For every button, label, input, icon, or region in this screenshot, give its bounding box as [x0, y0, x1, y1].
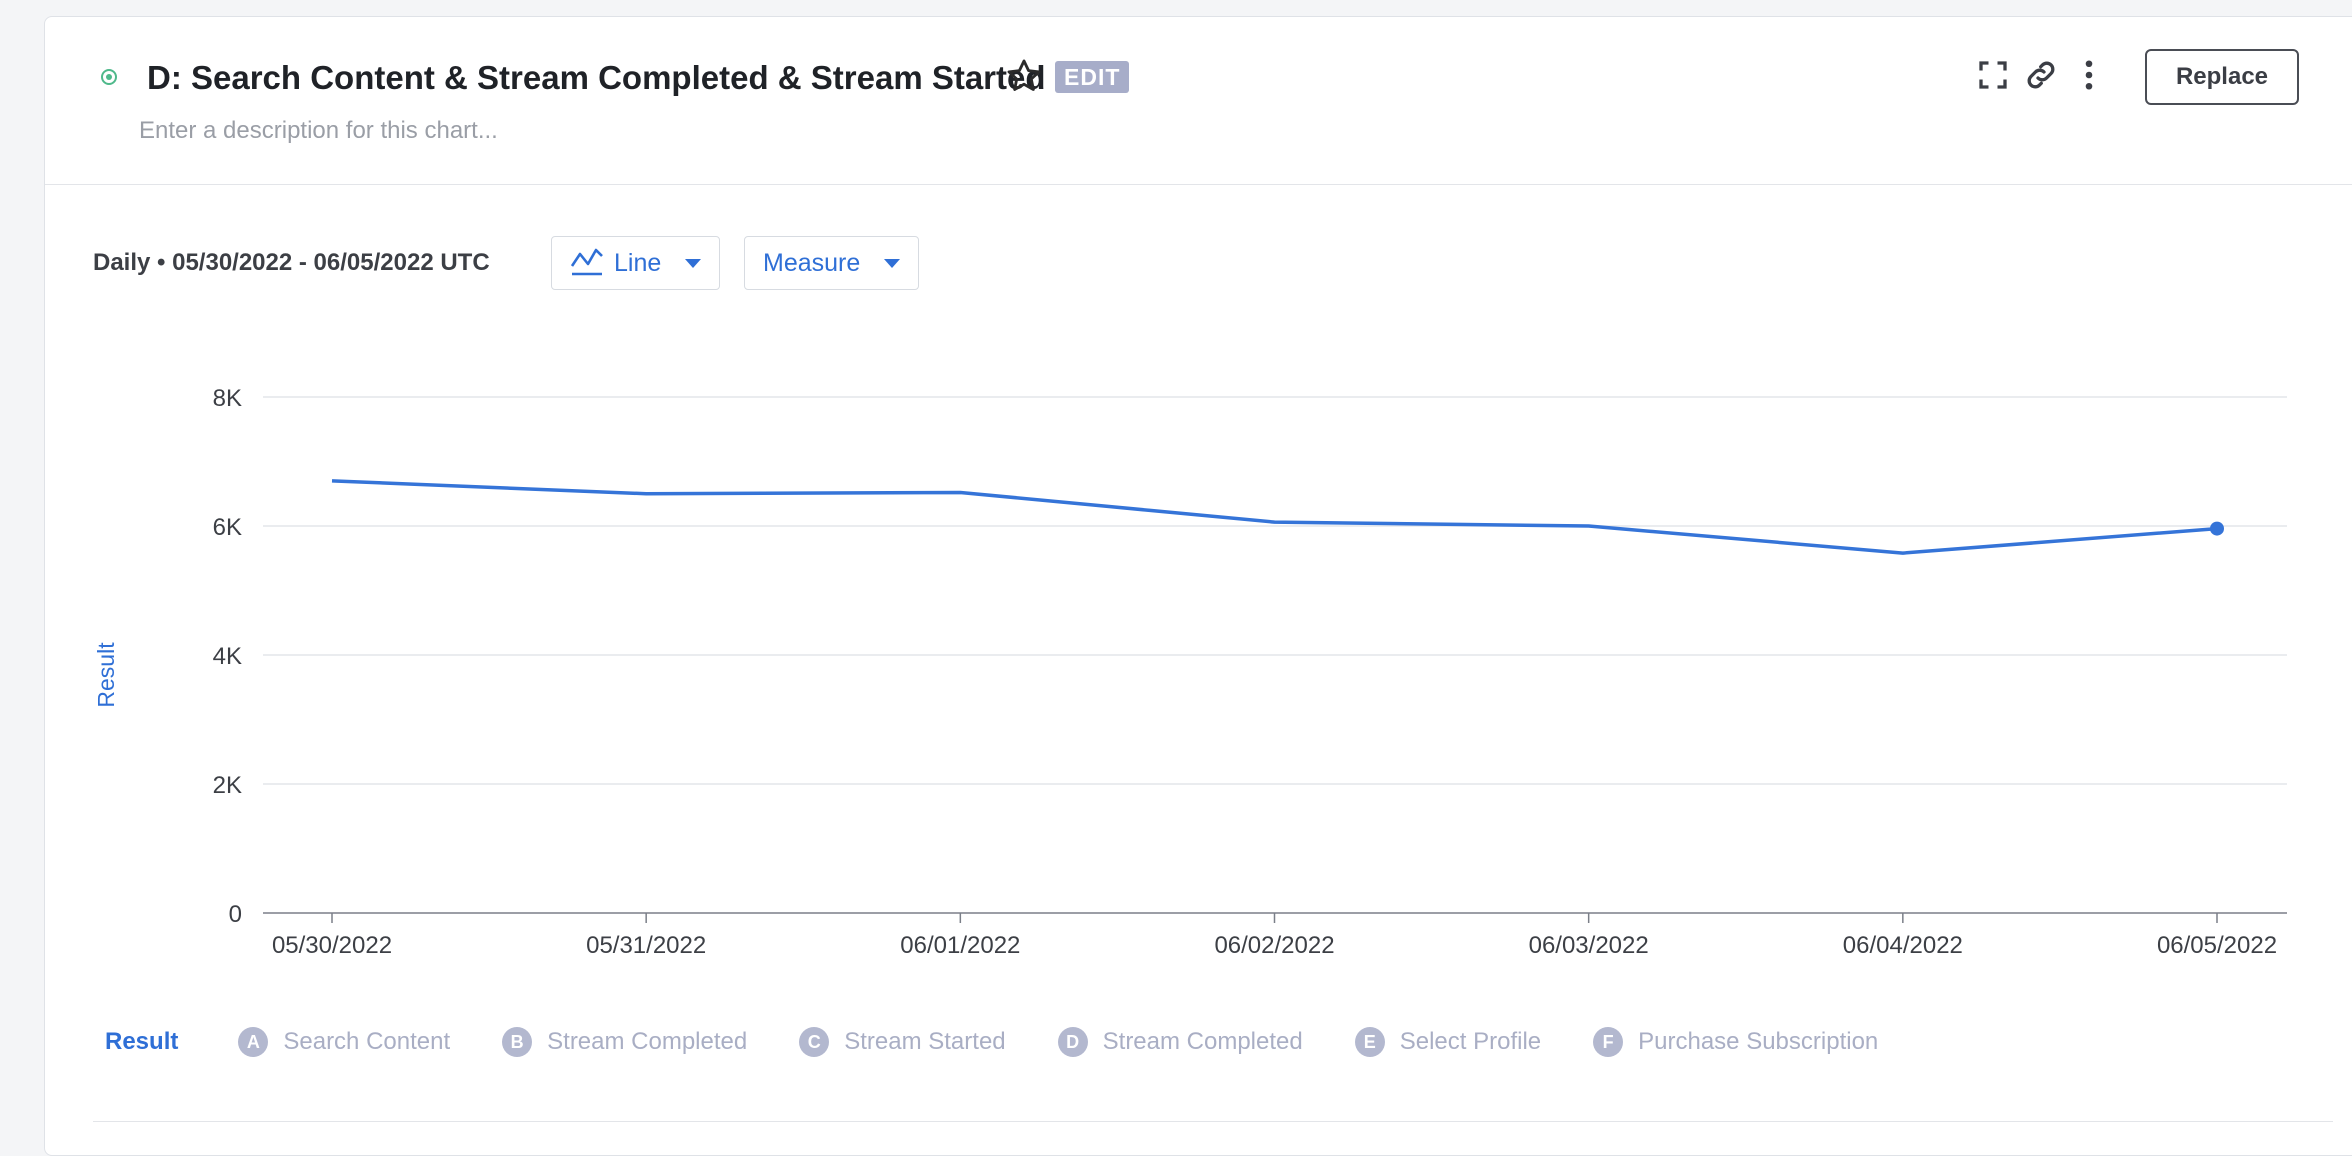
edit-badge[interactable]: EDIT: [1055, 61, 1130, 93]
chart-legend: Result A Search Content B Stream Completed C…: [105, 1027, 1930, 1057]
legend-label: Stream Started: [844, 1028, 1006, 1055]
legend-label: Search Content: [283, 1028, 451, 1055]
legend-item[interactable]: B Stream Completed: [502, 1027, 747, 1057]
chart-card: D: Search Content & Stream Completed & S…: [44, 16, 2352, 1156]
x-tick-label: 06/01/2022: [900, 932, 1020, 959]
date-range-label: Daily • 05/30/2022 - 06/05/2022 UTC: [93, 249, 490, 277]
legend-label: Stream Completed: [1102, 1028, 1303, 1055]
star-icon[interactable]: [1005, 57, 1043, 95]
measure-label: Measure: [763, 248, 861, 277]
legend-letter-badge: D: [1057, 1027, 1088, 1057]
date-range-value: 05/30/2022 - 06/05/2022 UTC: [172, 249, 490, 276]
legend-letter-badge: A: [238, 1027, 269, 1057]
x-tick-label: 06/03/2022: [1529, 932, 1649, 959]
line-chart: 0 2K 4K 6K 8K 05/30/2022 05/31/2022 06/01/2022 0…: [93, 385, 2287, 959]
legend-item-result[interactable]: Result: [105, 1028, 179, 1055]
legend-label: Stream Completed: [547, 1028, 748, 1055]
more-options-icon[interactable]: [2071, 57, 2107, 93]
measure-dropdown[interactable]: Measure: [744, 236, 920, 290]
replace-button[interactable]: Replace: [2145, 49, 2299, 105]
y-tick-label: 2K: [213, 772, 242, 799]
x-tick-label: 06/05/2022: [2157, 932, 2277, 959]
chart-type-label: Line: [614, 248, 662, 277]
line-chart-icon: [570, 248, 603, 276]
x-tick-label: 06/02/2022: [1214, 932, 1334, 959]
chevron-down-icon: [884, 258, 901, 268]
chart-header: D: Search Content & Stream Completed & S…: [45, 17, 2352, 185]
legend-item[interactable]: C Stream Started: [799, 1027, 1006, 1057]
y-tick-label: 0: [229, 901, 242, 928]
x-tick-label: 05/30/2022: [272, 932, 392, 959]
legend-item[interactable]: F Purchase Subscription: [1593, 1027, 1878, 1057]
y-tick-label: 4K: [213, 643, 242, 670]
x-tick-label: 05/31/2022: [586, 932, 706, 959]
x-tick-label: 06/04/2022: [1843, 932, 1963, 959]
fullscreen-icon[interactable]: [1975, 57, 2011, 93]
legend-letter-badge: B: [502, 1027, 533, 1057]
chart-description-input[interactable]: Enter a description for this chart...: [139, 117, 498, 144]
chart-type-dropdown[interactable]: Line: [551, 236, 721, 290]
divider: [93, 1121, 2333, 1122]
legend-item[interactable]: E Select Profile: [1354, 1027, 1542, 1057]
y-tick-label: 8K: [213, 385, 242, 412]
legend-item[interactable]: D Stream Completed: [1057, 1027, 1303, 1057]
link-icon[interactable]: [2023, 57, 2059, 93]
chevron-down-icon: [685, 258, 702, 268]
y-axis-label: Result: [93, 642, 119, 708]
y-tick-label: 6K: [213, 514, 242, 541]
granularity-label: Daily •: [93, 249, 166, 276]
legend-letter-badge: F: [1593, 1027, 1624, 1057]
legend-item[interactable]: A Search Content: [238, 1027, 450, 1057]
legend-label: Select Profile: [1399, 1028, 1542, 1055]
data-point: [2210, 521, 2224, 536]
legend-letter-badge: E: [1354, 1027, 1385, 1057]
legend-letter-badge: C: [799, 1027, 830, 1057]
legend-label: Purchase Subscription: [1638, 1028, 1879, 1055]
series-line: [331, 479, 2218, 555]
chart-title[interactable]: D: Search Content & Stream Completed & S…: [147, 59, 1046, 96]
status-indicator-icon: [101, 69, 117, 85]
